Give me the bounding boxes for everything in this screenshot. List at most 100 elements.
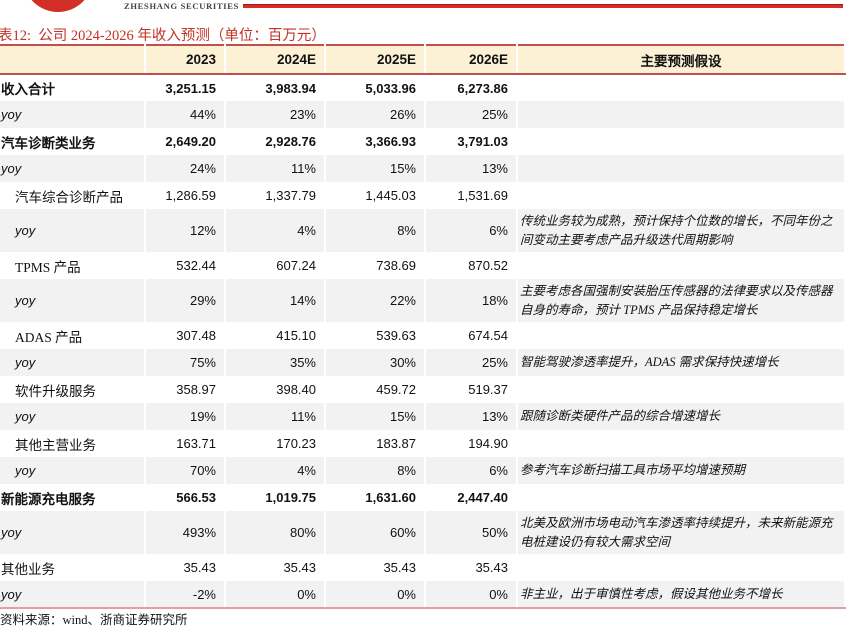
column-header-2026e: 2026E (425, 44, 518, 75)
value-2025e: 3,366.93 (325, 128, 426, 155)
value-2023: -2% (145, 581, 226, 609)
value-2025e: 60% (325, 511, 426, 554)
row-label: yoy (0, 511, 146, 554)
table-row: yoy 12% 4% 8% 6% 传统业务较为成熟，预计保持个位数的增长，不同年… (0, 209, 846, 252)
row-label: yoy (0, 349, 146, 376)
value-2026e: 870.52 (425, 252, 518, 279)
value-2024e: 398.40 (225, 376, 326, 403)
value-2023: 2,649.20 (145, 128, 226, 155)
forecast-table: 2023 2024E 2025E 2026E 主要预测假设 收入合计 3,251… (0, 44, 846, 609)
row-label: yoy (0, 403, 146, 430)
assumption-cell (517, 484, 846, 511)
table-row: yoy 70% 4% 8% 6% 参考汽车诊断扫描工具市场平均增速预期 (0, 457, 846, 484)
value-2024e: 1,337.79 (225, 182, 326, 209)
value-2026e: 13% (425, 155, 518, 182)
table-row: yoy 24% 11% 15% 13% (0, 155, 846, 182)
value-2024e: 80% (225, 511, 326, 554)
assumption-cell (517, 74, 846, 101)
table-row: ADAS 产品 307.48 415.10 539.63 674.54 (0, 322, 846, 349)
value-2024e: 1,019.75 (225, 484, 326, 511)
assumption-cell: 主要考虑各国强制安装胎压传感器的法律要求以及传感器自身的寿命，预计 TPMS 产… (517, 279, 846, 322)
value-2023: 12% (145, 209, 226, 252)
value-2024e: 14% (225, 279, 326, 322)
value-2026e: 3,791.03 (425, 128, 518, 155)
table-row: yoy 19% 11% 15% 13% 跟随诊断类硬件产品的综合增速增长 (0, 403, 846, 430)
value-2025e: 1,631.60 (325, 484, 426, 511)
table-row: 汽车综合诊断产品 1,286.59 1,337.79 1,445.03 1,53… (0, 182, 846, 209)
value-2026e: 35.43 (425, 554, 518, 581)
assumption-cell (517, 182, 846, 209)
row-label: yoy (0, 101, 146, 128)
table-row: yoy 29% 14% 22% 18% 主要考虑各国强制安装胎压传感器的法律要求… (0, 279, 846, 322)
row-label: 软件升级服务 (0, 376, 146, 403)
value-2025e: 459.72 (325, 376, 426, 403)
brand-name: ZHESHANG SECURITIES (124, 1, 240, 11)
value-2026e: 194.90 (425, 430, 518, 457)
value-2024e: 11% (225, 403, 326, 430)
value-2026e: 2,447.40 (425, 484, 518, 511)
row-label: 收入合计 (0, 74, 146, 101)
assumption-cell (517, 322, 846, 349)
value-2023: 358.97 (145, 376, 226, 403)
value-2024e: 3,983.94 (225, 74, 326, 101)
value-2024e: 170.23 (225, 430, 326, 457)
assumption-cell: 非主业，出于审慎性考虑，假设其他业务不增长 (517, 581, 846, 609)
value-2023: 70% (145, 457, 226, 484)
value-2024e: 415.10 (225, 322, 326, 349)
value-2023: 19% (145, 403, 226, 430)
value-2026e: 25% (425, 349, 518, 376)
assumption-cell (517, 252, 846, 279)
value-2026e: 6,273.86 (425, 74, 518, 101)
table-row: yoy -2% 0% 0% 0% 非主业，出于审慎性考虑，假设其他业务不增长 (0, 581, 846, 609)
value-2024e: 4% (225, 457, 326, 484)
assumption-cell (517, 376, 846, 403)
column-header-2025e: 2025E (325, 44, 426, 75)
value-2025e: 15% (325, 155, 426, 182)
table-row: yoy 44% 23% 26% 25% (0, 101, 846, 128)
table-row: 新能源充电服务 566.53 1,019.75 1,631.60 2,447.4… (0, 484, 846, 511)
value-2026e: 674.54 (425, 322, 518, 349)
table-row: 软件升级服务 358.97 398.40 459.72 519.37 (0, 376, 846, 403)
value-2026e: 25% (425, 101, 518, 128)
value-2025e: 5,033.96 (325, 74, 426, 101)
value-2024e: 35.43 (225, 554, 326, 581)
column-header-2023: 2023 (145, 44, 226, 75)
value-2025e: 22% (325, 279, 426, 322)
value-2025e: 15% (325, 403, 426, 430)
table-title: 表12: 公司 2024-2026 年收入预测（单位：百万元） (0, 28, 326, 44)
row-label: 汽车诊断类业务 (0, 128, 146, 155)
value-2025e: 738.69 (325, 252, 426, 279)
assumption-cell (517, 155, 846, 182)
value-2024e: 2,928.76 (225, 128, 326, 155)
assumption-cell: 传统业务较为成熟，预计保持个位数的增长，不同年份之间变动主要考虑产品升级迭代周期… (517, 209, 846, 252)
row-label: yoy (0, 155, 146, 182)
zheshang-logo-icon (24, 0, 92, 12)
value-2025e: 0% (325, 581, 426, 609)
column-header-assumptions: 主要预测假设 (517, 44, 846, 75)
value-2024e: 35% (225, 349, 326, 376)
row-label: ADAS 产品 (0, 322, 146, 349)
row-label: TPMS 产品 (0, 252, 146, 279)
column-header-2024e: 2024E (225, 44, 326, 75)
row-label: 汽车综合诊断产品 (0, 182, 146, 209)
value-2023: 532.44 (145, 252, 226, 279)
row-label: yoy (0, 581, 146, 609)
value-2026e: 519.37 (425, 376, 518, 403)
row-label: yoy (0, 209, 146, 252)
value-2025e: 35.43 (325, 554, 426, 581)
value-2024e: 23% (225, 101, 326, 128)
assumption-cell: 智能驾驶渗透率提升，ADAS 需求保持快速增长 (517, 349, 846, 376)
value-2023: 1,286.59 (145, 182, 226, 209)
value-2023: 35.43 (145, 554, 226, 581)
value-2023: 307.48 (145, 322, 226, 349)
value-2023: 493% (145, 511, 226, 554)
row-label: yoy (0, 457, 146, 484)
value-2026e: 1,531.69 (425, 182, 518, 209)
value-2025e: 30% (325, 349, 426, 376)
assumption-cell: 北美及欧洲市场电动汽车渗透率持续提升，未来新能源充电桩建设仍有较大需求空间 (517, 511, 846, 554)
value-2025e: 26% (325, 101, 426, 128)
assumption-cell (517, 128, 846, 155)
value-2023: 29% (145, 279, 226, 322)
row-label: yoy (0, 279, 146, 322)
